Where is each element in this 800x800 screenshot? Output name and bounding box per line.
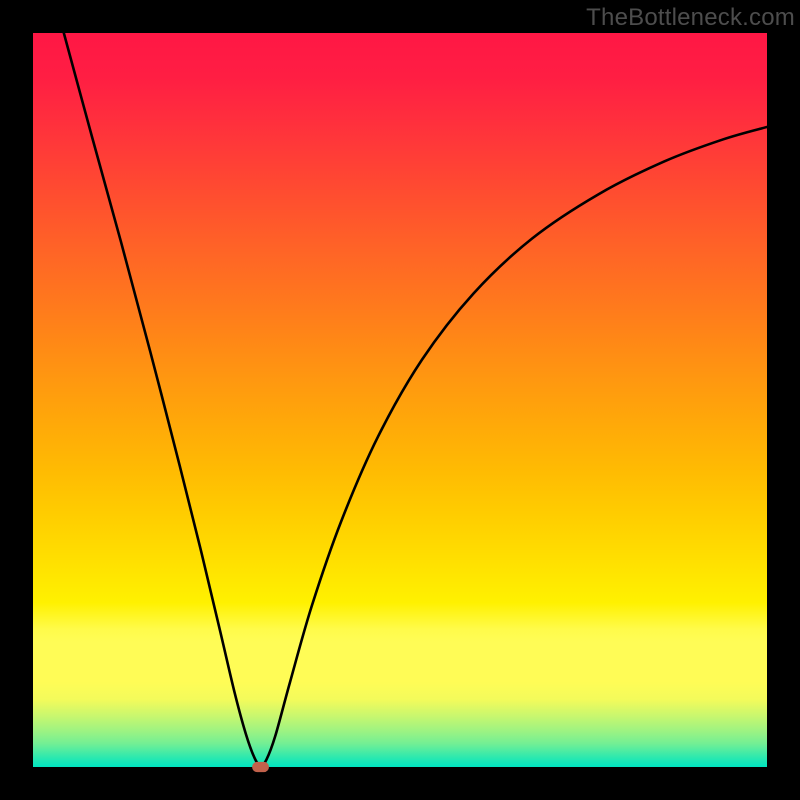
chart-container: { "canvas": { "width": 800, "height": 80… [0, 0, 800, 800]
optimal-point-marker [252, 762, 269, 772]
curve-overlay [0, 0, 800, 800]
bottleneck-curve [64, 33, 767, 766]
